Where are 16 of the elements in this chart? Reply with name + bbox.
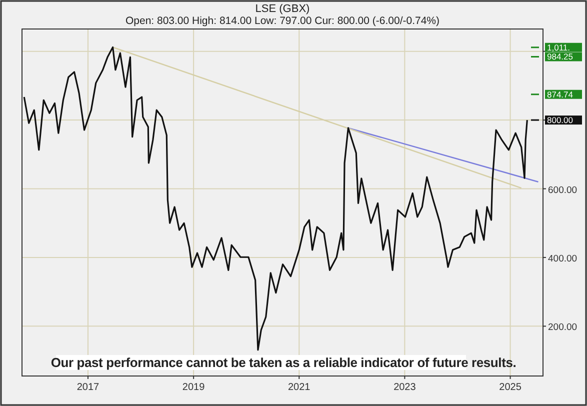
annotation: Our past performance cannot be taken as a reliable indicator of future results. xyxy=(50,355,516,370)
x-tick-label: 2017 xyxy=(76,382,100,393)
chart-subtitle: Open: 803.00 High: 814.00 Low: 797.00 Cur: 800.00 (-6.00/-0.74%) xyxy=(125,15,440,27)
x-tick-label: 2023 xyxy=(394,382,416,393)
y-tick-label: 600.00 xyxy=(548,184,578,196)
line-series xyxy=(23,46,528,351)
ref-line-label: 874.74 xyxy=(547,89,574,100)
x-tick-label: 2025 xyxy=(499,382,522,393)
ref-line-label: 800.00 xyxy=(547,115,574,126)
chart-title: LSE (GBX) xyxy=(255,3,310,15)
x-tick-label: 2021 xyxy=(288,382,311,393)
x-tick-label: 2019 xyxy=(182,382,206,393)
y-tick-label: 200.00 xyxy=(548,322,578,334)
ref-line-label: 1,011. xyxy=(547,42,570,52)
ref-line-label: 984.25 xyxy=(547,52,574,62)
y-tick-label: 400.00 xyxy=(548,253,578,264)
